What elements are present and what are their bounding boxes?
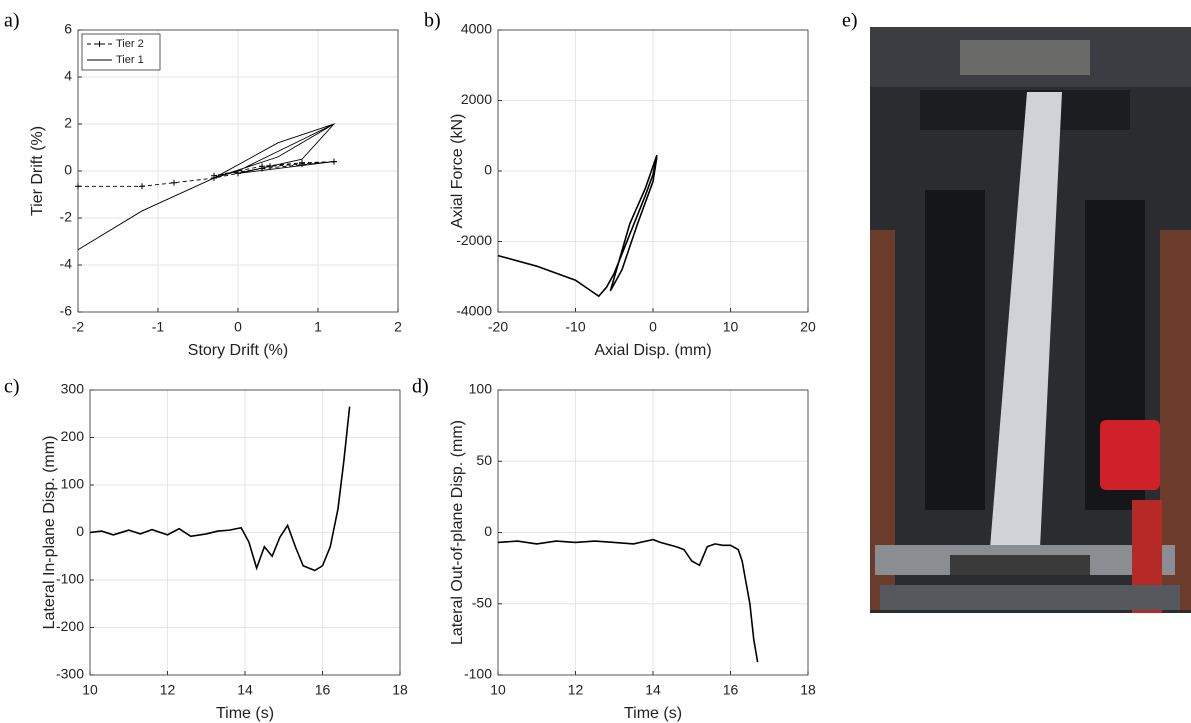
y-tick-label: -200: [56, 618, 84, 634]
panel-label: e): [842, 10, 858, 32]
marker: [299, 159, 305, 166]
y-tick-label: 2: [64, 115, 72, 131]
x-tick-label: 20: [800, 319, 816, 335]
x-tick-label: 10: [723, 319, 739, 335]
y-tick-label: 200: [61, 428, 85, 444]
legend-label: Tier 2: [116, 38, 144, 50]
y-tick-label: -2: [60, 209, 73, 225]
x-tick-label: 0: [649, 319, 657, 335]
x-tick-label: -1: [152, 319, 165, 335]
y-axis-label: Axial Force (kN): [449, 114, 466, 229]
y-tick-label: 100: [469, 381, 493, 397]
y-tick-label: -100: [56, 571, 84, 587]
x-tick-label: -10: [565, 319, 585, 335]
series-line: [77, 123, 336, 251]
y-tick-label: 0: [484, 523, 492, 539]
legend-marker: [96, 41, 103, 47]
y-tick-label: -4: [60, 256, 73, 272]
marker: [139, 183, 145, 190]
axes-frame: [497, 389, 809, 676]
x-tick-label: 14: [645, 682, 661, 698]
y-tick-label: 0: [76, 523, 84, 539]
x-axis-label: Story Drift (%): [188, 342, 288, 359]
y-tick-label: 4: [64, 68, 72, 84]
axes-frame: [497, 29, 809, 313]
y-tick-label: 0: [484, 162, 492, 178]
y-tick-label: -4000: [456, 303, 492, 319]
y-axis-label: Lateral In-plane Disp. (mm): [41, 436, 58, 630]
y-tick-label: -100: [464, 666, 492, 682]
x-tick-label: 16: [723, 682, 739, 698]
x-tick-label: 16: [315, 682, 331, 698]
x-tick-label: 2: [394, 319, 402, 335]
y-axis-label: Lateral Out-of-plane Disp. (mm): [449, 420, 466, 645]
y-tick-label: 2000: [461, 91, 492, 107]
y-axis-label: Tier Drift (%): [29, 126, 46, 216]
x-tick-label: 14: [237, 682, 253, 698]
x-axis-label: Time (s): [624, 705, 682, 722]
panel-label: c): [4, 376, 20, 398]
x-tick-label: -20: [488, 319, 508, 335]
axes-frame: [77, 29, 399, 313]
x-tick-label: 1: [314, 319, 322, 335]
x-axis-label: Axial Disp. (mm): [594, 342, 711, 359]
panel-label: d): [412, 376, 429, 398]
y-tick-label: 4000: [461, 21, 492, 37]
y-tick-label: 0: [64, 162, 72, 178]
marker: [75, 183, 81, 190]
y-tick-label: 100: [61, 476, 85, 492]
panel-label: b): [424, 10, 441, 32]
series-line: [89, 406, 351, 572]
y-tick-label: 50: [476, 452, 492, 468]
y-tick-label: -300: [56, 666, 84, 682]
series-line: [497, 538, 759, 663]
x-tick-label: 0: [234, 319, 242, 335]
marker: [171, 179, 177, 186]
y-tick-label: 300: [61, 381, 85, 397]
x-tick-label: -2: [72, 319, 85, 335]
legend-label: Tier 1: [116, 54, 144, 66]
x-axis-label: Time (s): [216, 705, 274, 722]
x-tick-label: 10: [82, 682, 98, 698]
photo: [870, 27, 1191, 613]
x-tick-label: 18: [392, 682, 408, 698]
series-line: [497, 154, 658, 298]
x-tick-label: 18: [800, 682, 816, 698]
legend-box: [81, 33, 161, 71]
y-tick-label: 6: [64, 21, 72, 37]
y-tick-label: -2000: [456, 232, 492, 248]
x-tick-label: 12: [160, 682, 176, 698]
x-tick-label: 10: [490, 682, 506, 698]
y-tick-label: -50: [472, 594, 492, 610]
x-tick-label: 12: [568, 682, 584, 698]
panel-label: a): [4, 10, 20, 32]
y-tick-label: -6: [60, 303, 73, 319]
